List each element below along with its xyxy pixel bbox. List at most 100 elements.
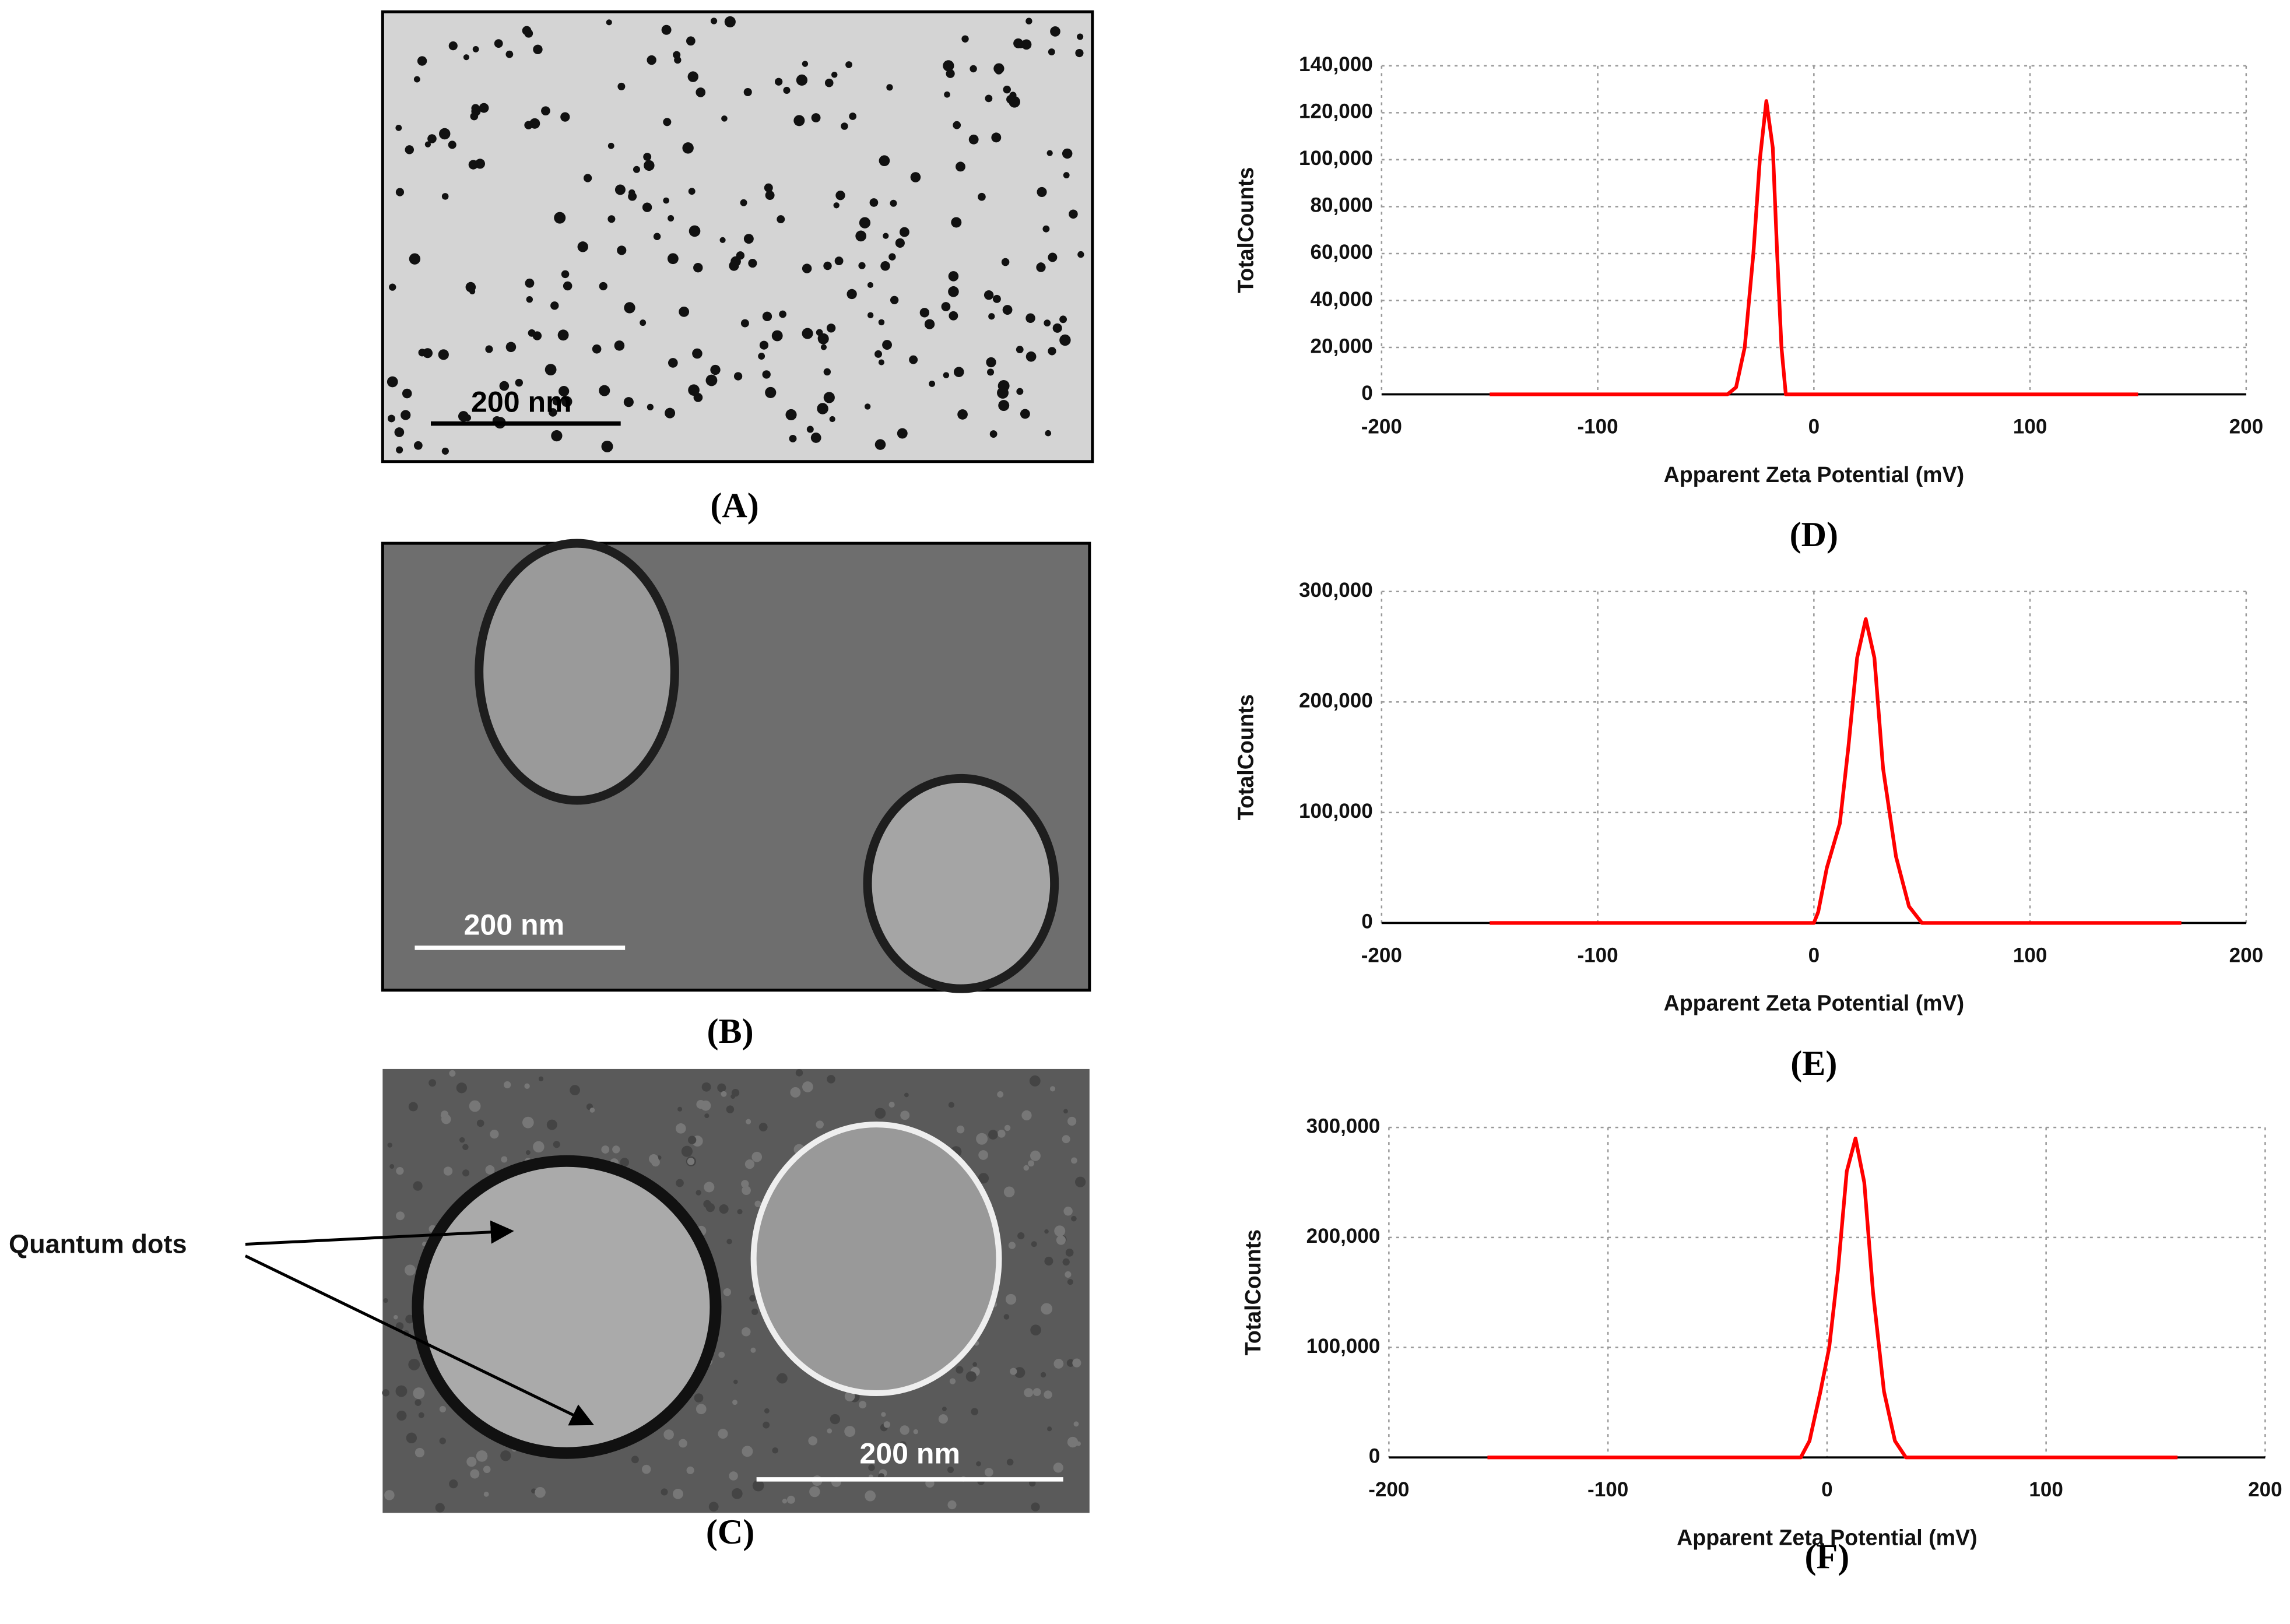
speckle	[476, 1450, 488, 1462]
particle	[816, 329, 823, 336]
x-tick-label: -100	[1577, 415, 1618, 438]
particle	[387, 414, 395, 423]
speckle	[868, 1464, 875, 1471]
particle	[1021, 39, 1032, 50]
particle	[394, 427, 405, 437]
particle	[743, 87, 752, 97]
speckle	[1031, 1241, 1037, 1247]
speckle	[742, 1446, 753, 1457]
speckle	[1065, 1271, 1072, 1278]
speckle	[1014, 1367, 1025, 1378]
particle	[859, 217, 871, 229]
speckle	[679, 1439, 687, 1448]
particle	[949, 311, 958, 321]
particle	[895, 238, 905, 248]
speckle	[754, 1200, 761, 1207]
speckle	[1017, 1232, 1025, 1240]
particle	[577, 241, 588, 252]
particle	[847, 289, 857, 300]
panel-label: (B)	[707, 1012, 753, 1051]
speckle	[406, 1432, 417, 1444]
particle	[986, 357, 996, 368]
y-tick-label: 40,000	[1311, 288, 1373, 311]
particle	[441, 193, 449, 200]
particle	[1045, 430, 1052, 437]
speckle	[746, 1119, 751, 1124]
particle	[880, 261, 890, 271]
particle	[526, 296, 533, 303]
particle	[614, 184, 626, 195]
particle	[1013, 38, 1024, 48]
speckle	[700, 1101, 711, 1111]
x-tick-label: 0	[1808, 944, 1820, 966]
speckle	[1053, 1359, 1064, 1369]
x-tick-label: 100	[2013, 944, 2047, 966]
speckle	[429, 1079, 437, 1087]
particle	[647, 55, 656, 65]
speckle	[459, 1137, 465, 1143]
particle	[1044, 319, 1051, 327]
speckle	[827, 1428, 833, 1434]
particle	[1052, 323, 1062, 333]
speckle	[874, 1108, 886, 1119]
particle	[740, 319, 749, 328]
speckle	[415, 1447, 425, 1458]
particle	[1050, 26, 1060, 37]
particle	[448, 41, 458, 51]
particle	[1003, 85, 1011, 94]
speckle	[1044, 1256, 1053, 1266]
speckle	[439, 1437, 446, 1444]
speckle	[1028, 1160, 1034, 1167]
y-tick-label: 20,000	[1311, 335, 1373, 357]
particle	[528, 329, 536, 337]
speckle	[721, 1091, 727, 1097]
y-tick-label: 200,000	[1306, 1225, 1381, 1247]
speckle	[490, 1130, 499, 1139]
particle	[878, 359, 884, 365]
particle	[606, 19, 612, 26]
particle	[941, 302, 951, 311]
speckle	[900, 1110, 910, 1120]
particle	[826, 324, 836, 333]
particle	[984, 290, 994, 300]
particle	[1025, 351, 1037, 362]
speckle	[570, 1085, 580, 1096]
speckle	[538, 1076, 544, 1081]
speckle	[382, 1389, 389, 1397]
particle	[733, 372, 743, 381]
particle	[944, 91, 950, 98]
particle	[692, 348, 703, 359]
particle	[402, 388, 412, 399]
particle	[545, 364, 557, 375]
particle	[468, 160, 479, 170]
panel-label: (A)	[710, 486, 758, 525]
particle	[541, 106, 550, 115]
y-tick-label: 100,000	[1299, 147, 1373, 170]
speckle	[408, 1359, 420, 1370]
particle	[524, 121, 533, 129]
speckle	[718, 1351, 725, 1358]
speckle	[476, 1119, 484, 1127]
x-axis-title: Apparent Zeta Potential (mV)	[1677, 1525, 1978, 1550]
speckle	[888, 1102, 895, 1108]
y-axis-title: TotalCounts	[1233, 694, 1258, 820]
particle	[736, 251, 745, 260]
particle	[640, 319, 647, 326]
speckle	[396, 1211, 405, 1221]
particle	[771, 330, 783, 342]
speckle	[483, 1492, 489, 1497]
speckle	[844, 1391, 855, 1402]
particle	[743, 234, 754, 244]
speckle	[1010, 1368, 1017, 1375]
speckle	[642, 1464, 651, 1474]
particle	[919, 308, 930, 318]
annotation: Quantum dots	[9, 1229, 187, 1259]
particle	[759, 340, 769, 350]
speckle	[413, 1181, 423, 1191]
speckle	[1030, 1324, 1041, 1335]
speckle	[383, 1298, 388, 1303]
speckle	[726, 1105, 735, 1113]
particle	[946, 69, 955, 78]
particle	[1062, 148, 1073, 159]
speckle	[648, 1154, 659, 1164]
